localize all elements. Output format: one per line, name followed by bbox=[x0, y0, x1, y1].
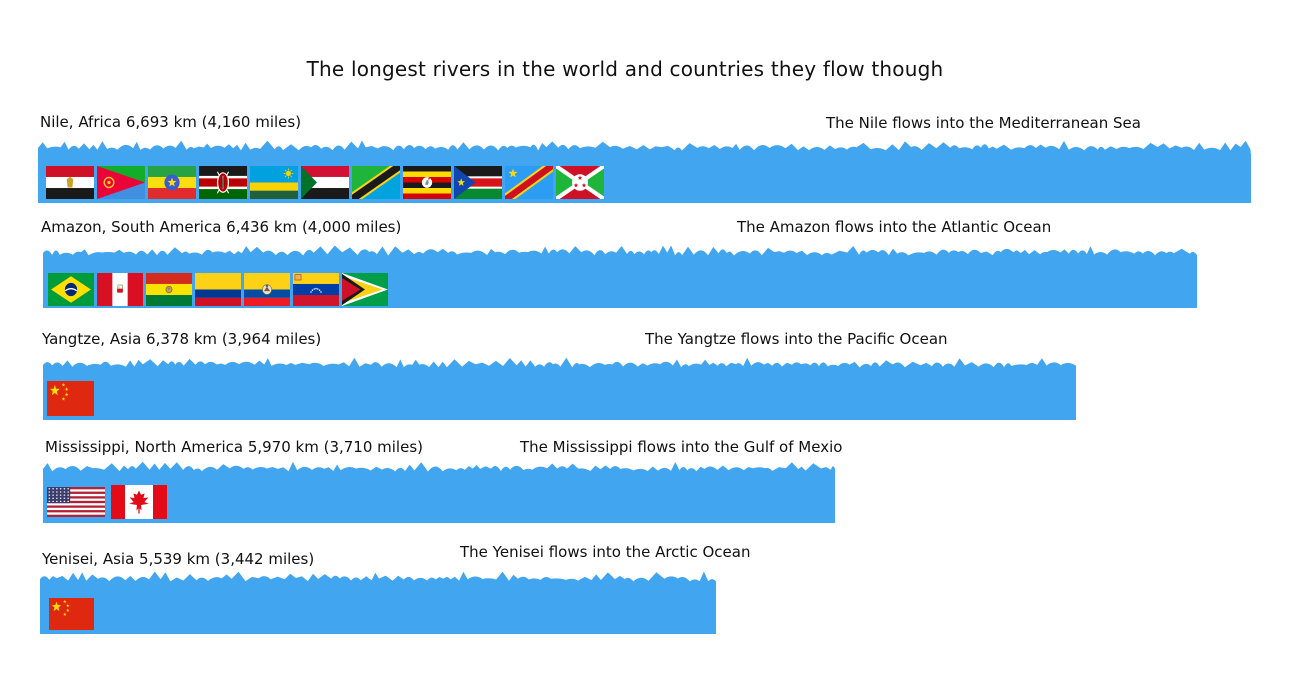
flag-row-yenisei bbox=[49, 598, 94, 634]
flag-uganda-icon bbox=[403, 166, 451, 199]
river-caption-mississippi: The Mississippi flows into the Gulf of M… bbox=[520, 438, 843, 456]
flag-china-icon bbox=[49, 598, 94, 630]
flag-eritrea-icon bbox=[97, 166, 145, 199]
flag-ethiopia-icon bbox=[148, 166, 196, 199]
wave-top-icon bbox=[40, 571, 716, 587]
flag-egypt-icon bbox=[46, 166, 94, 199]
wave-top-icon bbox=[38, 140, 1251, 156]
flag-ecuador-icon bbox=[244, 273, 290, 306]
chart-title: The longest rivers in the world and coun… bbox=[306, 57, 944, 81]
wave-top-icon bbox=[43, 357, 1076, 373]
flag-brazil-icon bbox=[48, 273, 94, 306]
river-bar-amazon bbox=[43, 245, 1197, 308]
river-caption-yenisei: The Yenisei flows into the Arctic Ocean bbox=[460, 543, 751, 561]
flag-peru-icon bbox=[97, 273, 143, 306]
flag-row-mississippi bbox=[47, 485, 167, 523]
wave-top-icon bbox=[43, 461, 835, 477]
flag-rwanda-icon bbox=[250, 166, 298, 199]
river-bar-yenisei bbox=[40, 571, 716, 634]
flag-kenya-icon bbox=[199, 166, 247, 199]
flag-venezuela-icon bbox=[293, 273, 339, 306]
river-label-yenisei: Yenisei, Asia 5,539 km (3,442 miles) bbox=[42, 550, 315, 568]
river-caption-amazon: The Amazon flows into the Atlantic Ocean bbox=[737, 218, 1052, 236]
river-bar-body bbox=[43, 475, 835, 523]
flag-canada-icon bbox=[111, 485, 167, 519]
flag-china-icon bbox=[47, 381, 94, 416]
river-label-nile: Nile, Africa 6,693 km (4,160 miles) bbox=[40, 113, 302, 131]
flag-dr-congo-icon bbox=[505, 166, 553, 199]
flag-row-yangtze bbox=[47, 381, 94, 420]
wave-top-icon bbox=[43, 245, 1197, 261]
flag-tanzania-icon bbox=[352, 166, 400, 199]
flag-sudan-icon bbox=[301, 166, 349, 199]
river-label-yangtze: Yangtze, Asia 6,378 km (3,964 miles) bbox=[42, 330, 322, 348]
river-caption-yangtze: The Yangtze flows into the Pacific Ocean bbox=[645, 330, 948, 348]
river-bar-mississippi bbox=[43, 461, 835, 523]
river-label-mississippi: Mississippi, North America 5,970 km (3,7… bbox=[45, 438, 423, 456]
river-bar-nile bbox=[38, 140, 1251, 203]
flag-bolivia-icon bbox=[146, 273, 192, 306]
river-bar-yangtze bbox=[43, 357, 1076, 420]
flag-burundi-icon bbox=[556, 166, 604, 199]
flag-row-amazon bbox=[48, 273, 388, 308]
river-bar-body bbox=[40, 585, 716, 634]
flag-colombia-icon bbox=[195, 273, 241, 306]
flag-guyana-icon bbox=[342, 273, 388, 306]
flag-row-nile bbox=[46, 166, 604, 203]
river-label-amazon: Amazon, South America 6,436 km (4,000 mi… bbox=[41, 218, 402, 236]
flag-south-sudan-icon bbox=[454, 166, 502, 199]
river-bar-body bbox=[43, 371, 1076, 420]
flag-usa-icon bbox=[47, 487, 105, 517]
river-caption-nile: The Nile flows into the Mediterranean Se… bbox=[826, 114, 1141, 132]
